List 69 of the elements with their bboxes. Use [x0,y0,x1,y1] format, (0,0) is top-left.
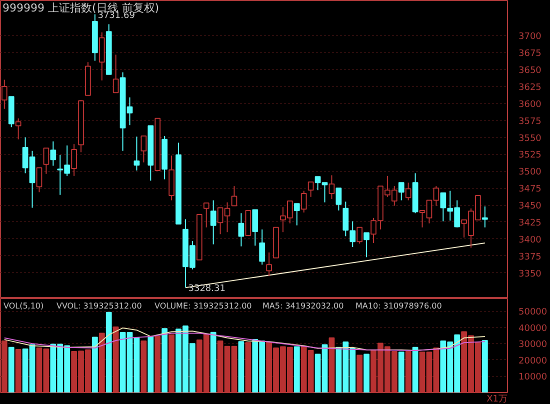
y-tick-label: 3425 [518,218,542,228]
y-tick-label: 40000 [518,324,548,334]
candlestick [15,118,22,140]
candlestick [50,140,56,166]
bar [92,336,98,392]
candlestick [259,228,266,266]
candlestick [36,167,42,193]
y-tick-label: 3550 [518,134,542,144]
y-tick-label: 3700 [518,32,542,42]
candlestick [300,190,307,213]
y-tick-label: 3600 [518,100,542,110]
candlestick [43,148,50,174]
annotation: VVOL: 319325312.00 [56,302,142,310]
y-tick-label: 20000 [518,356,548,366]
candlestick [112,54,119,94]
y-tick-label: 3675 [518,49,542,60]
y-tick-label: 3525 [518,150,542,161]
y-tick-label: 3625 [518,83,542,94]
y-tick-label: 50000 [518,308,548,318]
y-tick-label: 10000 [518,372,548,383]
candlestick [356,226,363,244]
candlestick [210,200,216,245]
annotation: MA10: 310978976.00 [356,302,442,310]
y-axis-title: X1万 [486,394,508,404]
bar [238,341,244,392]
candlestick [203,202,210,228]
annotation: 3328.31 [188,284,226,294]
annotation: VOLUME: 319325312.00 [154,302,252,310]
candlestick [482,206,488,228]
candlestick [440,192,446,222]
line-series [4,327,486,351]
candlestick [231,186,238,206]
y-tick-label: 3575 [518,116,542,127]
candlestick [134,136,140,171]
bar [412,346,418,392]
candlestick [350,220,356,248]
annotation: MA5: 341932032.00 [262,302,344,310]
candlestick [308,182,314,198]
bar [162,328,168,392]
line-series [4,332,486,351]
candlestick [364,232,370,258]
candlestick [252,209,258,246]
candlestick [140,135,147,163]
y-tick-label: 30000 [518,340,548,350]
candlestick [328,174,335,200]
bar [148,336,154,392]
candlestick [266,252,272,277]
bar [8,346,14,392]
y-tick-label: 3450 [518,202,542,212]
y-tick-label: 3650 [518,66,542,76]
candlestick [342,201,349,237]
y-tick-label: 3500 [518,168,542,178]
candlestick [336,188,342,211]
bar [364,354,370,392]
bar [398,352,404,392]
y-tick-label: 3375 [518,252,542,262]
bar [106,312,112,392]
y-tick-label: 3400 [518,235,542,246]
candlestick [71,144,77,176]
chart-title: VOL(5,10) [4,302,44,310]
candlestick [294,203,300,226]
bar [482,340,488,392]
candlestick [238,212,244,247]
candlestick [405,182,412,201]
y-tick-label: 3350 [518,269,542,280]
bar [294,346,300,392]
bar [210,332,216,392]
y-tick-label: 3475 [518,184,542,195]
candlestick [398,182,404,201]
